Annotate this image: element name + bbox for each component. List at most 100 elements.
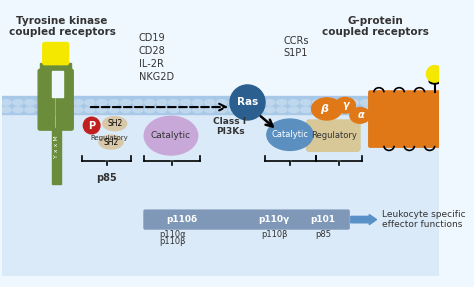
FancyBboxPatch shape (429, 91, 441, 147)
Text: G-protein
coupled receptors: G-protein coupled receptors (322, 16, 429, 37)
Ellipse shape (276, 107, 287, 113)
Ellipse shape (1, 100, 11, 105)
Ellipse shape (311, 98, 342, 120)
Ellipse shape (73, 107, 83, 113)
Text: Class I
PI3Ks: Class I PI3Ks (213, 117, 246, 136)
Ellipse shape (289, 100, 299, 105)
Text: γ: γ (342, 100, 348, 110)
Ellipse shape (301, 107, 310, 113)
Ellipse shape (25, 107, 35, 113)
Ellipse shape (1, 107, 11, 113)
Text: α: α (357, 110, 365, 120)
Ellipse shape (241, 100, 251, 105)
Ellipse shape (49, 107, 59, 113)
Ellipse shape (85, 100, 95, 105)
Ellipse shape (253, 107, 263, 113)
Ellipse shape (228, 107, 239, 113)
Text: p85: p85 (315, 230, 331, 239)
Text: NKG2D: NKG2D (139, 72, 174, 82)
Text: Tyrosine kinase
coupled receptors: Tyrosine kinase coupled receptors (9, 16, 116, 37)
Ellipse shape (205, 100, 215, 105)
Ellipse shape (217, 100, 227, 105)
Ellipse shape (144, 116, 198, 155)
Circle shape (83, 117, 100, 134)
Text: Leukocyte specific
effector functions: Leukocyte specific effector functions (382, 210, 466, 229)
Ellipse shape (276, 100, 287, 105)
Text: Regulatory: Regulatory (311, 131, 357, 140)
Text: p110δ: p110δ (166, 215, 198, 224)
Ellipse shape (121, 107, 131, 113)
Ellipse shape (228, 100, 239, 105)
Text: CD28: CD28 (139, 46, 165, 56)
Ellipse shape (37, 100, 47, 105)
Ellipse shape (325, 107, 335, 113)
Ellipse shape (133, 107, 143, 113)
Ellipse shape (121, 100, 131, 105)
Text: S1P1: S1P1 (283, 48, 308, 58)
FancyBboxPatch shape (399, 91, 410, 147)
Ellipse shape (217, 107, 227, 113)
Bar (40, 63, 72, 71)
Ellipse shape (348, 107, 359, 113)
Ellipse shape (99, 135, 123, 149)
Ellipse shape (348, 100, 359, 105)
Ellipse shape (181, 100, 191, 105)
Bar (52, 71, 63, 97)
Ellipse shape (13, 107, 23, 113)
Text: p110β: p110β (261, 230, 288, 239)
Text: CCRs: CCRs (283, 36, 309, 46)
Ellipse shape (192, 107, 203, 113)
Ellipse shape (312, 100, 323, 105)
Ellipse shape (169, 107, 179, 113)
Ellipse shape (145, 107, 155, 113)
Ellipse shape (325, 100, 335, 105)
Text: SH2: SH2 (107, 119, 122, 128)
Ellipse shape (97, 107, 107, 113)
FancyBboxPatch shape (419, 91, 430, 147)
Ellipse shape (429, 78, 440, 84)
Ellipse shape (337, 100, 346, 105)
Text: Y x x M: Y x x M (54, 135, 59, 158)
Bar (2, 115, 439, 276)
Ellipse shape (241, 107, 251, 113)
Ellipse shape (289, 107, 299, 113)
Ellipse shape (61, 107, 71, 113)
Ellipse shape (133, 100, 143, 105)
Text: Catalytic: Catalytic (151, 131, 191, 140)
Ellipse shape (97, 100, 107, 105)
Text: p110β: p110β (160, 237, 186, 246)
FancyBboxPatch shape (369, 91, 380, 147)
FancyBboxPatch shape (307, 120, 360, 151)
Ellipse shape (360, 100, 371, 105)
Text: p110α: p110α (159, 230, 186, 239)
Ellipse shape (253, 100, 263, 105)
Ellipse shape (13, 100, 23, 105)
Ellipse shape (169, 100, 179, 105)
FancyBboxPatch shape (38, 69, 55, 130)
Bar (52, 128, 61, 184)
Ellipse shape (337, 107, 346, 113)
Text: SH2: SH2 (103, 138, 118, 147)
Ellipse shape (264, 100, 275, 105)
Ellipse shape (312, 107, 323, 113)
Text: β: β (320, 104, 328, 114)
Ellipse shape (85, 107, 95, 113)
Ellipse shape (25, 100, 35, 105)
Ellipse shape (205, 107, 215, 113)
Text: P: P (88, 121, 95, 131)
Circle shape (230, 85, 265, 120)
Ellipse shape (157, 100, 167, 105)
Text: p110γ: p110γ (259, 215, 290, 224)
FancyBboxPatch shape (389, 91, 400, 147)
Ellipse shape (264, 107, 275, 113)
Text: Ras: Ras (237, 98, 258, 107)
FancyBboxPatch shape (379, 91, 390, 147)
Text: p85: p85 (96, 172, 117, 183)
FancyArrow shape (351, 214, 377, 225)
Text: IL-2R: IL-2R (139, 59, 164, 69)
Bar (2, 96, 439, 115)
Ellipse shape (49, 100, 59, 105)
Ellipse shape (109, 100, 119, 105)
Text: Regulatory: Regulatory (90, 135, 128, 141)
Circle shape (427, 65, 443, 82)
